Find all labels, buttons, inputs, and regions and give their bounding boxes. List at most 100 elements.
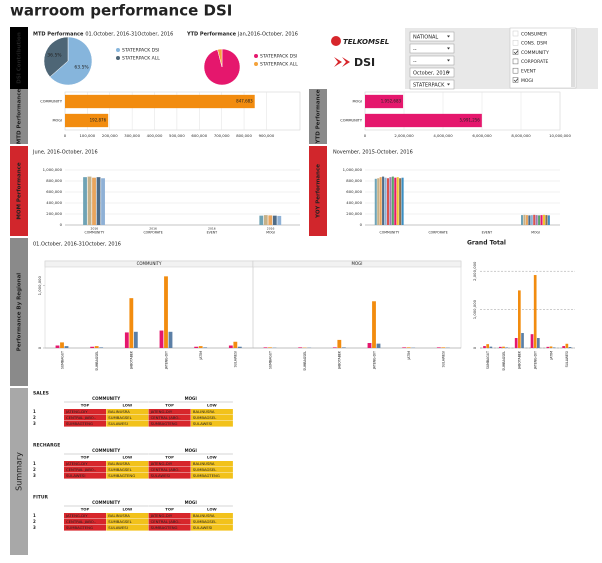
table-cell: [148, 461, 191, 467]
x-tick-label: 2,000,000: [394, 133, 414, 138]
bar: [124, 332, 129, 348]
bar: [483, 346, 486, 348]
dropdown[interactable]: [409, 31, 455, 42]
bar: [546, 346, 550, 348]
dropdown[interactable]: [409, 67, 455, 78]
table-column: LOW: [207, 507, 218, 512]
checkbox[interactable]: [512, 58, 519, 65]
checkbox-label: MOGI: [521, 78, 533, 84]
bar: [90, 346, 95, 348]
chart-subtitle: June, 2016-October, 2016: [32, 150, 98, 156]
table-cell: [64, 519, 106, 525]
bar: [341, 347, 346, 348]
dropdown[interactable]: [409, 43, 455, 54]
table-cell: [190, 525, 233, 531]
x-tick-label: SULAWESI: [442, 351, 446, 367]
bar: [379, 177, 382, 225]
table-cell-text: BALINUSRA: [108, 513, 130, 518]
table-cell-text: JATENG-DIY: [65, 461, 88, 466]
bar: [203, 347, 208, 348]
table-cell-text: JATENG-DIY: [150, 409, 173, 414]
table-cell-text: BALINUSRA: [108, 409, 130, 414]
bar: [535, 215, 538, 225]
x-tick-label: 300,000: [124, 133, 140, 138]
telkomsel-icon: [331, 36, 341, 46]
checkbox-label: COMMUNITY: [521, 50, 549, 56]
checkmark: [513, 78, 519, 83]
bar: [64, 346, 69, 348]
y-tick-label: COMMUNITY: [40, 100, 63, 104]
bar: [533, 275, 537, 348]
table-column: LOW: [122, 455, 133, 460]
table-cell: [190, 467, 233, 473]
dropdown-label: --: [413, 58, 417, 64]
table-cell-text: BALINUSRA: [193, 513, 215, 518]
table-title: SALES: [33, 391, 49, 397]
checkmark: [513, 50, 519, 55]
bar: [337, 339, 342, 348]
chart-subtitle: Jan,2016-October, 2016: [237, 32, 298, 38]
panel-title: MOGI: [352, 261, 363, 266]
checkbox[interactable]: [512, 77, 519, 83]
pie-label: 63.5%: [74, 65, 89, 71]
bar: [568, 347, 572, 348]
x-tick-label: CORPORATE: [143, 231, 162, 235]
bar: [384, 177, 387, 225]
bar: [268, 215, 273, 225]
checkbox-panel: [509, 27, 577, 89]
x-tick-label: 100,000: [80, 133, 96, 138]
bar: [268, 347, 272, 348]
table-cell: [148, 415, 191, 421]
table-cell-text: CENTRAL JABO..: [66, 467, 96, 472]
bar: [530, 334, 534, 348]
table-cell-text: SUMBAGSEL: [193, 519, 217, 524]
x-tick-label: JATIM: [199, 351, 203, 361]
dropdown-arrow: [447, 83, 450, 86]
y-tick-label: 600,000: [46, 189, 62, 194]
bar: [237, 346, 242, 348]
bar: [436, 347, 441, 348]
table-rank: 2: [33, 415, 36, 420]
dropdown[interactable]: [409, 79, 455, 90]
table-column: TOP: [81, 507, 90, 512]
x-tick-label: SUMBAGSEL: [502, 351, 506, 371]
bar: [562, 346, 566, 348]
bar: [168, 331, 173, 348]
legend-swatch: [254, 62, 258, 66]
bar: [94, 346, 99, 348]
dropdown-label: STATERPACK: [413, 82, 445, 88]
bar: [365, 94, 404, 109]
bar: [263, 347, 268, 348]
sidebar-label: DSI Contribution: [17, 32, 23, 84]
table-cell-text: CENTRAL JABO..: [66, 519, 96, 524]
table-title: FITUR: [33, 495, 48, 501]
table-cell-text: BALINUSRA: [193, 409, 215, 414]
bar: [486, 344, 490, 348]
bar: [96, 177, 101, 225]
bar: [401, 177, 404, 225]
table-group: MOGI: [185, 396, 198, 401]
sidebar-block: [309, 146, 327, 236]
table-title: RECHARGE: [33, 443, 60, 449]
x-tick-label: 0: [64, 133, 67, 138]
dropdown-label: NATIONAL: [413, 34, 438, 40]
checkbox[interactable]: [512, 49, 519, 55]
bar: [277, 215, 282, 225]
dropdown[interactable]: [409, 55, 455, 66]
bar: [528, 215, 531, 225]
x-tick-label: JABOTABEK: [130, 350, 134, 370]
checkbox: [512, 40, 519, 46]
bar: [406, 347, 411, 348]
table-cell: [148, 519, 191, 525]
table-cell-text: JATENG-DIY: [65, 513, 88, 518]
y-tick-label: 400,000: [346, 200, 362, 205]
x-tick-label: MOGI: [531, 231, 540, 235]
x-tick-label: 200,000: [102, 133, 118, 138]
checkbox[interactable]: [512, 67, 519, 74]
value-label: 847,683: [236, 99, 253, 104]
y-tick-label: 400,000: [46, 200, 62, 205]
value-label: 5,991,256: [459, 118, 480, 123]
table-column: TOP: [81, 403, 90, 408]
bar: [549, 346, 553, 348]
